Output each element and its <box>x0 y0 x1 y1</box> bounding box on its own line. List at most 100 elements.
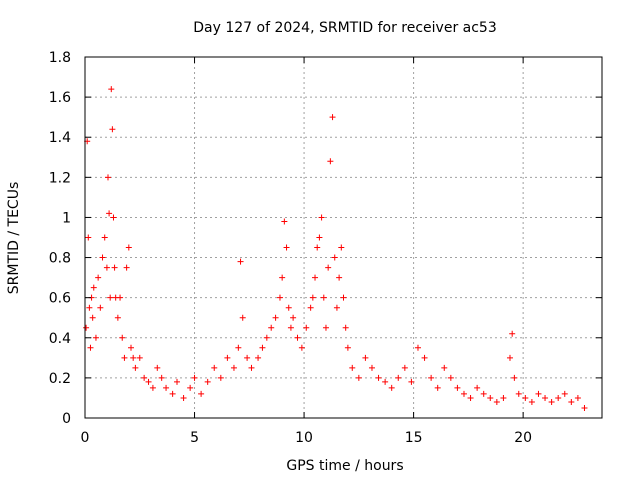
data-point <box>555 394 562 401</box>
data-point <box>320 294 327 301</box>
data-point <box>283 244 290 251</box>
data-point <box>480 390 487 397</box>
data-point <box>325 264 332 271</box>
y-ticks: 0 0.2 0.4 0.6 0.8 1 1.2 1.4 1.6 1.8 <box>49 50 602 427</box>
data-point <box>191 374 198 381</box>
data-point <box>414 344 421 351</box>
data-point <box>154 364 161 371</box>
data-point <box>316 234 323 241</box>
x-tick-label: 5 <box>190 430 199 446</box>
x-tick-label: 15 <box>405 430 423 446</box>
data-point <box>198 390 205 397</box>
data-point <box>314 244 321 251</box>
data-point <box>281 218 288 225</box>
data-point <box>224 354 231 361</box>
y-tick-label: 1.2 <box>49 170 71 186</box>
data-point <box>309 294 316 301</box>
data-point <box>230 364 237 371</box>
data-point <box>441 364 448 371</box>
data-point <box>511 374 518 381</box>
data-point <box>342 324 349 331</box>
data-point <box>123 264 130 271</box>
data-point <box>362 354 369 361</box>
data-point <box>331 254 338 261</box>
data-point <box>421 354 428 361</box>
data-point <box>187 384 194 391</box>
data-point <box>108 86 115 93</box>
data-point <box>388 384 395 391</box>
data-point <box>259 344 266 351</box>
data-point <box>125 244 132 251</box>
data-point <box>90 284 97 291</box>
data-point <box>522 394 529 401</box>
data-point <box>303 324 310 331</box>
data-point <box>493 398 500 405</box>
data-point <box>263 334 270 341</box>
data-point <box>434 384 441 391</box>
data-point <box>307 304 314 311</box>
y-tick-label: 0.8 <box>49 251 71 267</box>
x-ticks: 0 5 10 15 20 <box>81 57 532 446</box>
data-point <box>355 374 362 381</box>
data-point <box>460 390 467 397</box>
data-point <box>340 294 347 301</box>
data-point <box>95 274 102 281</box>
data-point <box>255 354 262 361</box>
data-point <box>312 274 319 281</box>
data-point <box>447 374 454 381</box>
data-point <box>428 374 435 381</box>
data-point <box>548 398 555 405</box>
data-point <box>128 344 135 351</box>
data-point <box>248 364 255 371</box>
data-point <box>329 114 336 121</box>
data-point <box>211 364 218 371</box>
data-point <box>338 244 345 251</box>
data-point <box>528 398 535 405</box>
data-point <box>279 274 286 281</box>
data-point <box>244 354 251 361</box>
y-tick-label: 0.2 <box>49 371 71 387</box>
data-point <box>136 354 143 361</box>
data-point <box>290 314 297 321</box>
data-point <box>298 344 305 351</box>
data-point <box>85 234 92 241</box>
data-point <box>235 344 242 351</box>
data-point <box>110 214 117 221</box>
data-point <box>454 384 461 391</box>
chart-title: Day 127 of 2024, SRMTID for receiver ac5… <box>193 20 497 36</box>
data-point <box>333 304 340 311</box>
data-point <box>509 330 516 337</box>
x-tick-label: 0 <box>81 430 90 446</box>
y-tick-label: 0 <box>62 411 71 427</box>
data-point <box>401 364 408 371</box>
data-point <box>121 354 128 361</box>
data-point <box>130 354 137 361</box>
data-point <box>87 344 94 351</box>
data-point <box>408 378 415 385</box>
y-tick-label: 0.6 <box>49 291 71 307</box>
data-point <box>105 174 112 181</box>
data-point <box>132 364 139 371</box>
data-point <box>89 314 96 321</box>
data-point <box>561 390 568 397</box>
y-tick-label: 1.6 <box>49 90 71 106</box>
data-point <box>86 304 93 311</box>
data-point <box>111 264 118 271</box>
x-axis-label: GPS time / hours <box>286 458 403 474</box>
y-tick-label: 1.8 <box>49 50 71 66</box>
data-point <box>500 394 507 401</box>
data-point <box>535 390 542 397</box>
data-point <box>276 294 283 301</box>
data-point <box>237 258 244 265</box>
data-point <box>107 294 114 301</box>
data-point <box>217 374 224 381</box>
data-point <box>294 334 301 341</box>
data-point <box>101 234 108 241</box>
data-point <box>239 314 246 321</box>
data-point <box>467 394 474 401</box>
data-point <box>106 210 113 217</box>
x-tick-label: 10 <box>295 430 313 446</box>
data-point <box>145 378 152 385</box>
data-point <box>344 344 351 351</box>
data-point <box>318 214 325 221</box>
